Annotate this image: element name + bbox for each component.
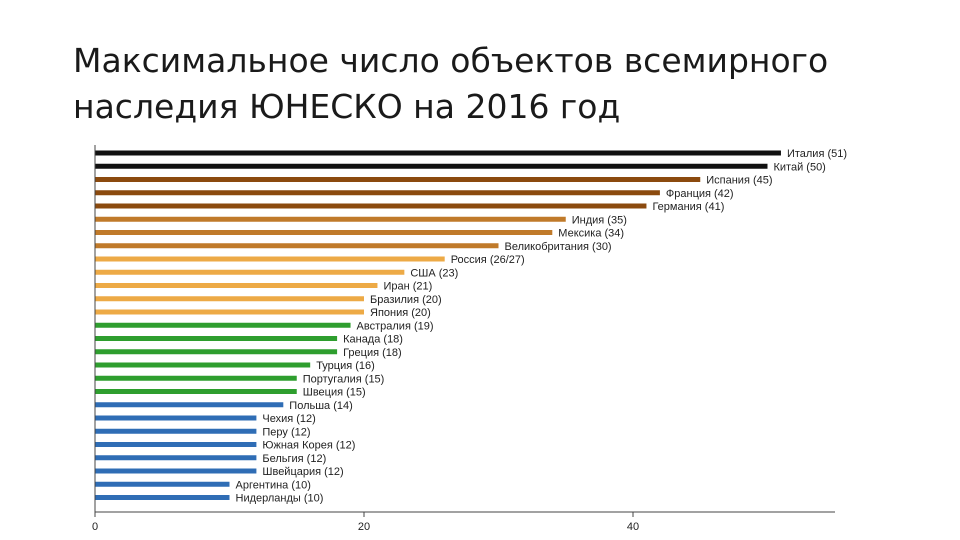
bar-label: Португалия (15) — [303, 373, 385, 385]
bar — [95, 296, 364, 302]
bar-label: Бельгия (12) — [262, 453, 326, 465]
bar-label: Нидерланды (10) — [236, 493, 324, 505]
bar — [95, 150, 781, 156]
bar-label: США (23) — [410, 267, 458, 279]
bar — [95, 190, 660, 196]
bar — [95, 283, 378, 288]
title-line-1: Максимальное число объектов всемирного — [73, 41, 829, 80]
bar — [95, 163, 768, 169]
bar — [95, 468, 257, 474]
bar-label: Бразилия (20) — [370, 294, 442, 306]
bar — [95, 362, 311, 368]
x-ticks: 0 20 40 — [92, 512, 639, 533]
bar-label: Китай (50) — [774, 161, 826, 173]
bar-label: Польша (14) — [289, 400, 353, 412]
bar — [95, 309, 364, 315]
bar — [95, 375, 297, 381]
bars-layer — [95, 150, 781, 500]
bar-label: Греция (18) — [343, 347, 402, 359]
bar — [95, 322, 351, 328]
slide-title: Максимальное число объектов всемирного н… — [73, 38, 933, 130]
bar — [95, 230, 553, 235]
bar — [95, 389, 297, 394]
bar-label: Швейцария (12) — [262, 466, 343, 478]
bar-label: Индия (35) — [572, 214, 627, 226]
x-tick-label: 0 — [92, 521, 98, 533]
bar — [95, 269, 405, 275]
bar-label: Чехия (12) — [262, 413, 315, 425]
bar-label: Аргентина (10) — [236, 479, 311, 491]
bar — [95, 203, 647, 209]
bar — [95, 402, 284, 408]
bar — [95, 415, 257, 421]
bar — [95, 495, 230, 500]
bar-label: Россия (26/27) — [451, 254, 525, 266]
bar — [95, 243, 499, 249]
bar-label: Мексика (34) — [558, 228, 624, 240]
bar-label: Германия (41) — [652, 201, 724, 213]
x-tick-label: 40 — [627, 521, 639, 533]
bar-label: Турция (16) — [316, 360, 375, 372]
bar-label: Перу (12) — [262, 426, 310, 438]
bar — [95, 216, 566, 222]
labels-layer: Италия (51)Китай (50)Испания (45)Франция… — [236, 148, 848, 505]
bar-label: Швеция (15) — [303, 387, 366, 399]
bar — [95, 442, 257, 447]
bar — [95, 256, 445, 262]
bar — [95, 481, 230, 487]
bar — [95, 428, 257, 434]
bar-label: Австралия (19) — [357, 320, 434, 332]
bar — [95, 177, 701, 182]
bar-label: Япония (20) — [370, 307, 431, 319]
bar-label: Великобритания (30) — [505, 241, 612, 253]
x-tick-label: 20 — [358, 521, 370, 533]
title-line-2: наследия ЮНЕСКО на 2016 год — [73, 87, 621, 126]
bar — [95, 349, 338, 355]
bar-label: Италия (51) — [787, 148, 847, 160]
bar-label: Канада (18) — [343, 334, 403, 346]
bar-label: Испания (45) — [706, 175, 772, 187]
bar — [95, 336, 338, 341]
bar-label: Южная Корея (12) — [262, 440, 355, 452]
bar — [95, 455, 257, 461]
bar-label: Франция (42) — [666, 188, 734, 200]
bar-label: Иран (21) — [383, 281, 432, 293]
